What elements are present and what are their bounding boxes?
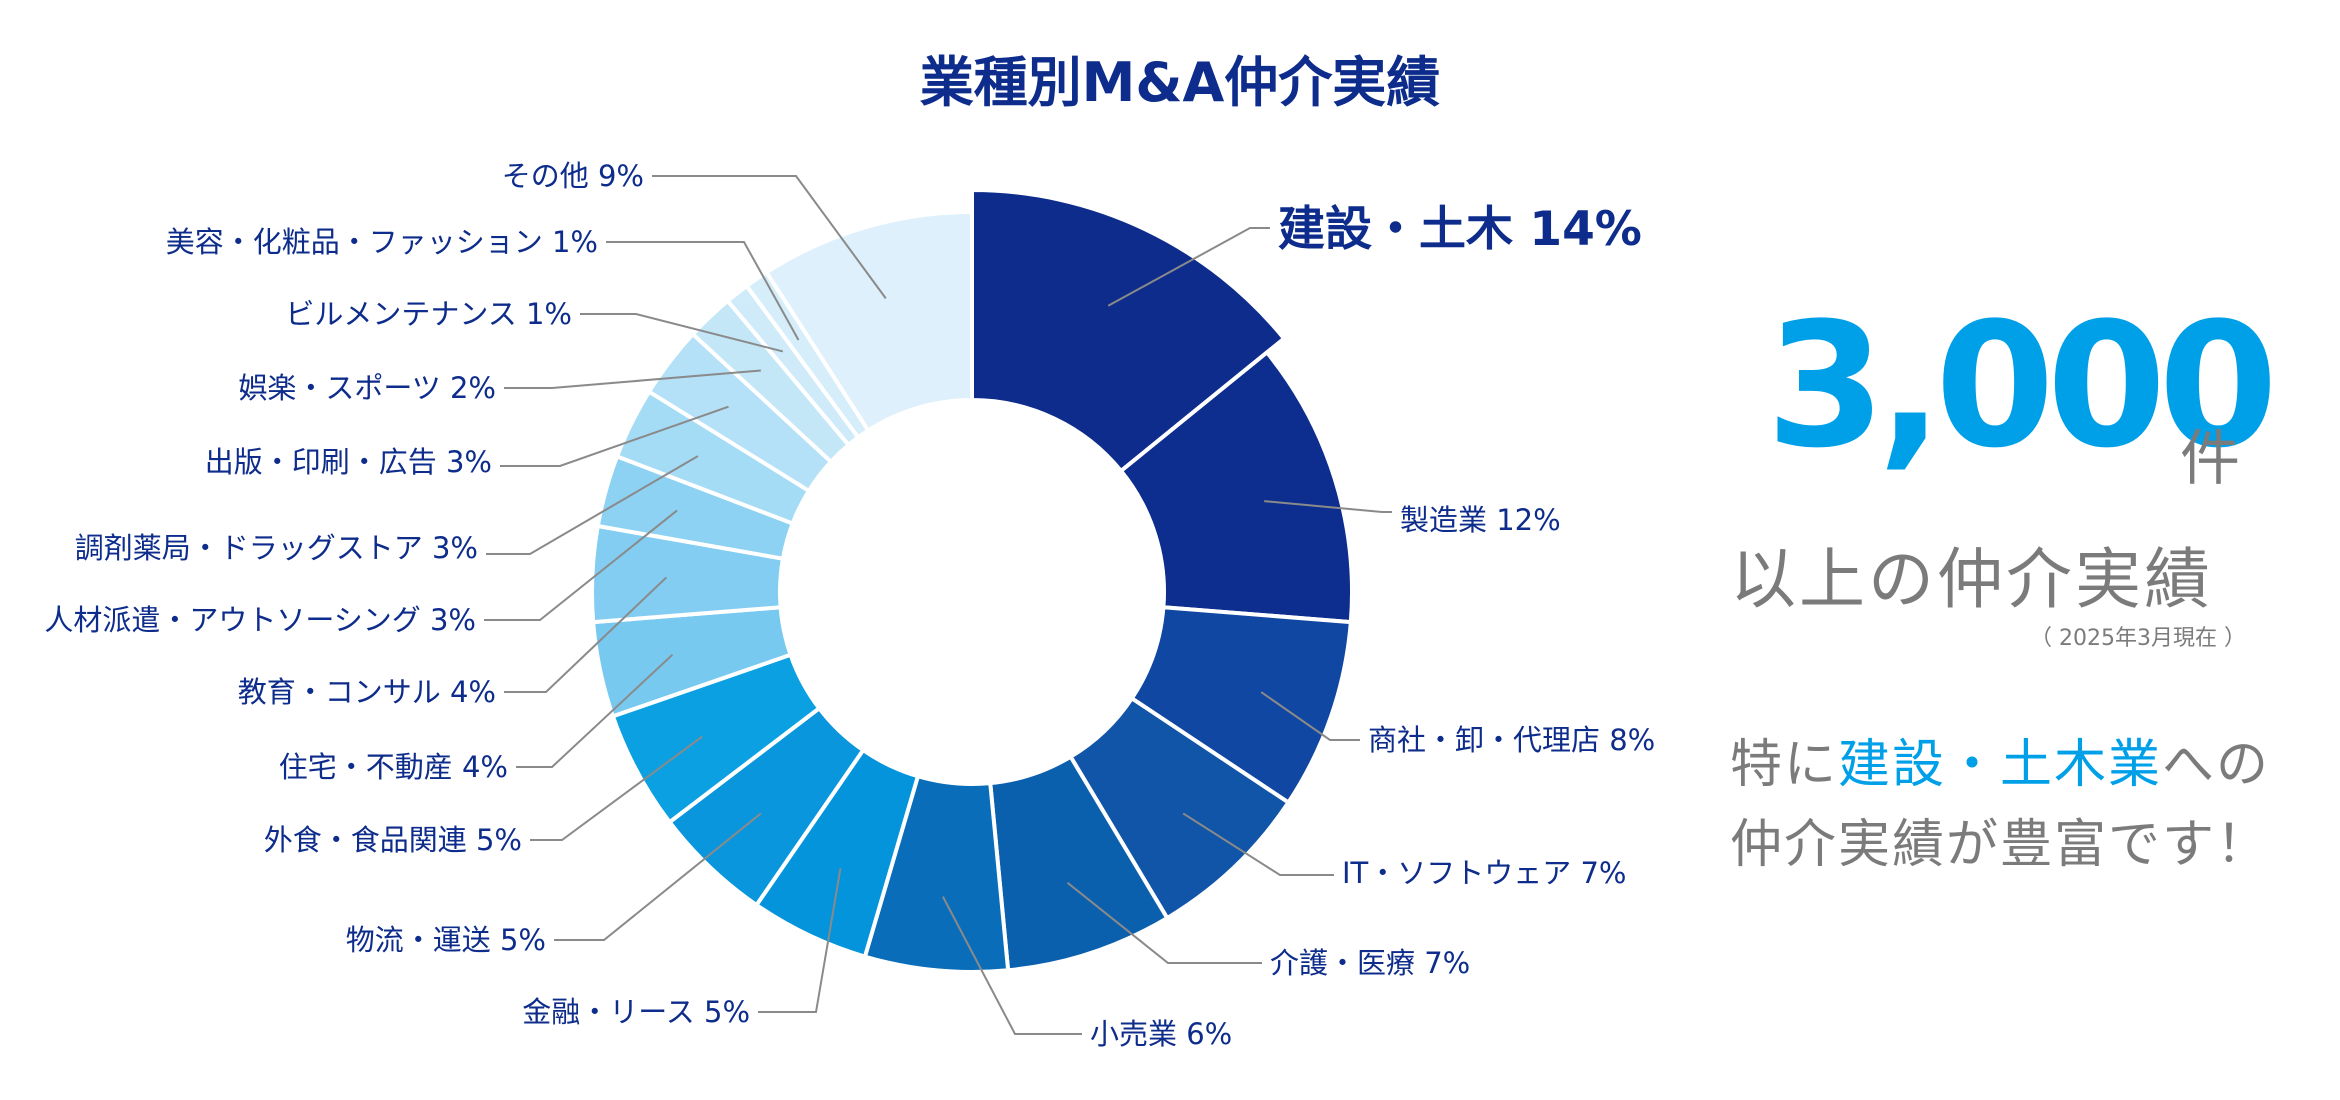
leader-line: [942, 896, 1082, 1035]
leader-line: [606, 241, 800, 341]
leader-line: [1066, 881, 1262, 964]
leader-line: [652, 175, 887, 299]
deal-count-subheading: 以上の仲介実績: [1730, 541, 2213, 618]
slice-label: 教育・コンサル 4%: [238, 675, 496, 709]
deal-count-unit: 件: [2180, 424, 2240, 494]
slice-label: 商社・卸・代理店 8%: [1368, 723, 1655, 757]
donut-slices: [590, 187, 1354, 974]
donut-slice: [763, 209, 974, 434]
slice-label: 出版・印刷・広告 3%: [205, 445, 492, 479]
donut-slice: [1118, 349, 1354, 625]
leader-line: [486, 455, 699, 555]
deal-count: 3,000: [1766, 285, 2278, 486]
leader-line: [530, 735, 703, 841]
slice-label: 美容・化粧品・ファッション 1%: [166, 225, 598, 259]
slice-label: 外食・食品関連 5%: [264, 823, 522, 857]
leader-line: [484, 509, 678, 621]
slice-label: 介護・医療 7%: [1270, 946, 1470, 980]
slice-label: 住宅・不動産 4%: [279, 750, 508, 784]
slice-label: IT・ソフトウェア 7%: [1342, 856, 1627, 890]
leader-line: [516, 653, 674, 768]
leader-line: [1182, 812, 1334, 876]
slice-labels: 建設・土木 14% 製造業 12% 商社・卸・代理店 8% IT・ソフトウェア 7% 介…: [44, 159, 1655, 1051]
leader-line: [504, 576, 668, 693]
leader-line: [504, 369, 761, 389]
as-of-date: （ 2025年3月現在 ）: [2030, 626, 2246, 651]
leader-lines: [484, 175, 1392, 1035]
leader-line: [1264, 500, 1392, 513]
chart-title: 業種別M&A仲介実績: [920, 51, 1441, 114]
note-suffix: への: [2162, 735, 2271, 795]
slice-label: 調剤薬局・ドラッグストア 3%: [75, 531, 478, 565]
slice-label: 建設・土木 14%: [1278, 202, 1642, 257]
note-line-2: 仲介実績が豊富です！: [1730, 815, 2271, 875]
slice-label: 小売業 6%: [1090, 1017, 1232, 1051]
slice-label: 娯楽・スポーツ 2%: [238, 371, 496, 405]
note-prefix: 特に: [1730, 735, 1839, 795]
leader-line: [758, 868, 842, 1013]
slice-label: その他 9%: [502, 159, 644, 193]
leader-line: [1260, 691, 1360, 741]
slice-label: 製造業 12%: [1400, 503, 1561, 537]
leader-line: [1107, 227, 1270, 307]
slice-label: ビルメンテナンス 1%: [285, 297, 572, 331]
note-accent: 建設・土木業: [1838, 735, 2163, 795]
leader-line: [580, 313, 784, 353]
slice-label: 金融・リース 5%: [522, 995, 750, 1029]
note-line-1: 特に建設・土木業への: [1730, 722, 2270, 797]
slice-label: 物流・運送 5%: [346, 923, 546, 957]
slice-label: 人材派遣・アウトソーシング 3%: [44, 603, 476, 637]
leader-line: [554, 812, 762, 941]
leader-line: [500, 405, 729, 467]
